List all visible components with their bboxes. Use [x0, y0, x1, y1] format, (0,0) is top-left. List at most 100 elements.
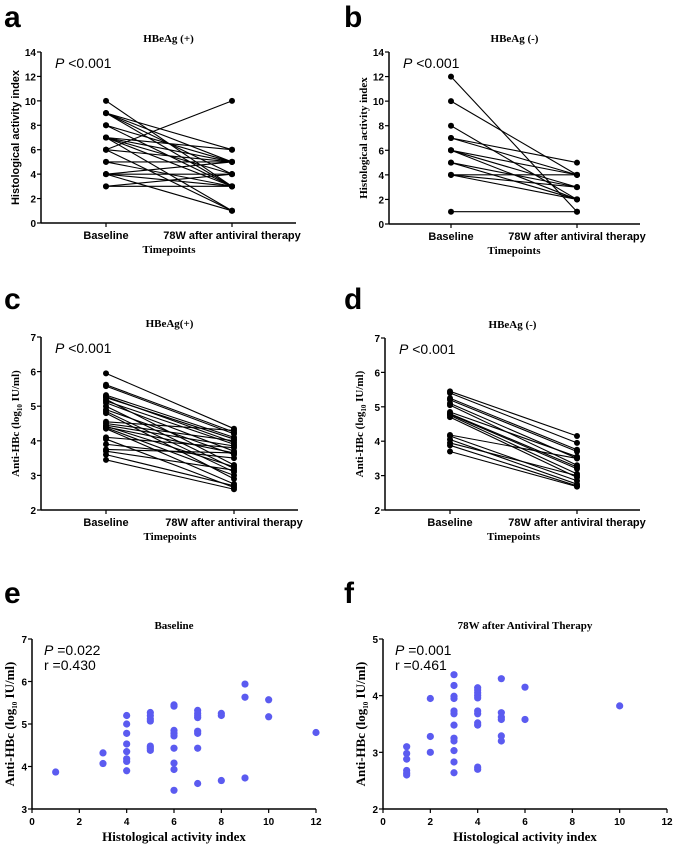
scatter-point — [426, 748, 434, 756]
y-tick-label: 0 — [30, 219, 36, 230]
y-tick-label: 4 — [30, 170, 36, 181]
subject-line — [105, 422, 235, 442]
scatter-point — [474, 765, 482, 773]
scatter-point — [123, 720, 131, 728]
followup-point — [574, 465, 580, 472]
chart-title: HBeAg(+) — [146, 318, 194, 330]
scatter-point — [450, 710, 458, 718]
followup-point — [229, 158, 235, 165]
baseline-point — [447, 442, 453, 449]
subject-line — [450, 174, 578, 188]
scatter-point — [497, 675, 505, 683]
chart-title: HBeAg (-) — [491, 33, 539, 45]
scatter-point — [241, 680, 249, 688]
scatter-point — [403, 771, 411, 779]
subject-line — [450, 149, 578, 176]
stat-annotation: P =0.022 — [44, 642, 101, 658]
scatter-point — [123, 757, 131, 766]
chart-title: 78W after Antiviral Therapy — [458, 620, 593, 632]
y-tick-label: 12 — [25, 72, 37, 83]
y-tick-label: 2 — [30, 195, 36, 206]
scatter-point — [194, 729, 202, 737]
x-category-label: 78W after antiviral therapy — [508, 517, 646, 529]
y-tick-label: 3 — [374, 472, 380, 483]
subject-line — [105, 112, 233, 163]
x-tick-label: 10 — [263, 817, 275, 828]
x-tick-label: 4 — [124, 817, 130, 828]
panel-c: c HBeAg(+) 2 3 4 5 6 7 Anti-HBc (log10 IU/ml) P <… — [4, 283, 304, 543]
x-tick-label: 6 — [522, 817, 528, 828]
baseline-point — [448, 159, 454, 166]
subject-line — [105, 424, 235, 447]
subject-line — [105, 112, 233, 151]
x-category-label: Baseline — [427, 517, 472, 529]
subject-line — [105, 400, 235, 445]
panel-label: a — [4, 1, 21, 34]
subject-line — [105, 149, 233, 163]
subject-line — [105, 397, 235, 440]
subject-line — [449, 392, 578, 444]
subject-line — [105, 438, 235, 489]
baseline-point — [447, 402, 453, 409]
scatter-point — [194, 779, 202, 788]
scatter-point — [521, 683, 529, 691]
followup-point — [231, 437, 237, 444]
baseline-point — [448, 171, 454, 178]
y-axis-label: Anti-HBc (log10 IU/ml) — [2, 662, 19, 787]
baseline-point — [448, 98, 454, 105]
chart-title: HBeAg (+) — [143, 33, 194, 45]
scatter-point — [170, 765, 178, 774]
scatter-point — [265, 696, 273, 704]
y-tick-label: 10 — [25, 97, 37, 108]
y-axis-label: Histological activity index — [358, 77, 370, 199]
y-tick-label: 14 — [373, 48, 385, 59]
subject-line — [450, 174, 578, 200]
scatter-point — [241, 774, 249, 782]
stat-annotation: r =0.430 — [44, 657, 96, 673]
subject-line — [449, 434, 578, 459]
y-tick-label: 2 — [374, 506, 380, 517]
x-category-label: Baseline — [428, 231, 473, 243]
y-tick-label: 7 — [21, 635, 27, 646]
stat-annotation: r =0.461 — [395, 657, 447, 673]
scatter-point — [170, 759, 178, 767]
y-tick-label: 4 — [21, 763, 27, 774]
subject-line — [449, 413, 578, 468]
scatter-point — [474, 710, 482, 718]
x-axis-label: Timepoints — [487, 531, 541, 543]
scatter-point — [497, 732, 505, 740]
subject-line — [105, 448, 235, 454]
baseline-point — [103, 425, 109, 432]
x-axis-label: Timepoints — [488, 245, 542, 257]
followup-point — [229, 171, 235, 178]
scatter-point — [170, 744, 178, 752]
followup-point — [231, 449, 237, 456]
subject-line — [105, 402, 235, 452]
scatter-point — [170, 786, 178, 794]
x-tick-label: 0 — [380, 817, 386, 828]
scatter-point — [312, 728, 320, 737]
baseline-point — [103, 122, 109, 129]
scatter-point — [194, 744, 202, 752]
followup-point — [574, 439, 580, 446]
x-tick-label: 10 — [614, 817, 626, 828]
y-tick-label: 6 — [374, 368, 380, 379]
subject-line — [105, 454, 235, 487]
scatter-point — [474, 694, 482, 702]
subject-line — [449, 413, 578, 470]
panel-label: f — [344, 577, 355, 610]
scatter-point — [123, 740, 131, 748]
scatter-point — [170, 702, 178, 710]
scatter-point — [265, 713, 273, 721]
baseline-point — [103, 451, 109, 458]
followup-point — [229, 146, 235, 153]
x-tick-label: 2 — [428, 817, 434, 828]
y-tick-label: 2 — [30, 506, 36, 517]
subject-line — [105, 459, 235, 490]
baseline-point — [103, 410, 109, 417]
y-tick-label: 3 — [30, 471, 36, 482]
y-tick-label: 6 — [30, 368, 36, 379]
scatter-point — [403, 743, 411, 751]
y-tick-label: 2 — [378, 195, 384, 206]
